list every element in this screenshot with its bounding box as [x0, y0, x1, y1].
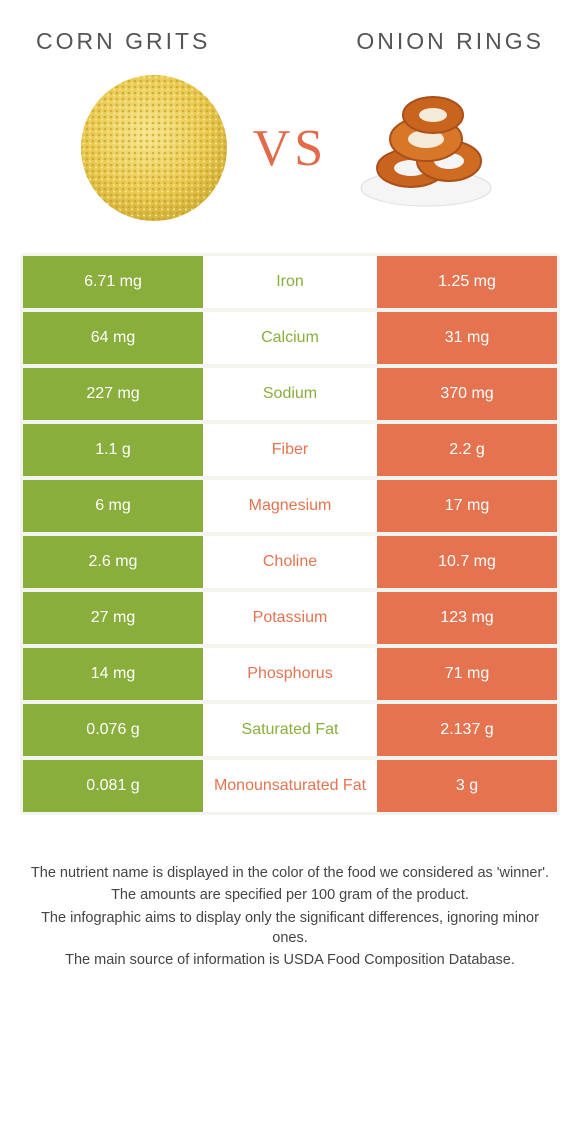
right-value: 2.2 g [377, 424, 557, 476]
table-row: 1.1 gFiber2.2 g [23, 424, 557, 480]
right-value: 2.137 g [377, 704, 557, 756]
left-value: 1.1 g [23, 424, 203, 476]
table-row: 6.71 mgIron1.25 mg [23, 256, 557, 312]
right-value: 123 mg [377, 592, 557, 644]
nutrient-name: Monounsaturated Fat [203, 760, 377, 812]
table-row: 227 mgSodium370 mg [23, 368, 557, 424]
header: CORN GRITS ONION RINGS [0, 0, 580, 55]
left-value: 64 mg [23, 312, 203, 364]
left-value: 27 mg [23, 592, 203, 644]
table-row: 27 mgPotassium123 mg [23, 592, 557, 648]
footnote-line: The amounts are specified per 100 gram o… [30, 885, 550, 905]
table-row: 2.6 mgCholine10.7 mg [23, 536, 557, 592]
left-value: 14 mg [23, 648, 203, 700]
nutrient-name: Sodium [203, 368, 377, 420]
left-value: 0.081 g [23, 760, 203, 812]
table-row: 0.076 gSaturated Fat2.137 g [23, 704, 557, 760]
nutrient-name: Choline [203, 536, 377, 588]
left-value: 6 mg [23, 480, 203, 532]
footnote-line: The main source of information is USDA F… [30, 950, 550, 970]
nutrient-name: Magnesium [203, 480, 377, 532]
left-value: 0.076 g [23, 704, 203, 756]
right-value: 71 mg [377, 648, 557, 700]
table-row: 0.081 gMonounsaturated Fat3 g [23, 760, 557, 812]
table-row: 64 mgCalcium31 mg [23, 312, 557, 368]
right-value: 370 mg [377, 368, 557, 420]
nutrient-name: Iron [203, 256, 377, 308]
left-food-title: CORN GRITS [36, 28, 210, 55]
right-food-title: ONION RINGS [356, 28, 544, 55]
nutrient-name: Potassium [203, 592, 377, 644]
nutrient-name: Saturated Fat [203, 704, 377, 756]
vs-row: VS [0, 55, 580, 253]
vs-label: VS [253, 119, 327, 178]
nutrient-name: Phosphorus [203, 648, 377, 700]
nutrient-name: Calcium [203, 312, 377, 364]
onion-rings-icon [351, 73, 501, 223]
nutrient-name: Fiber [203, 424, 377, 476]
comparison-table: 6.71 mgIron1.25 mg64 mgCalcium31 mg227 m… [20, 253, 560, 815]
corn-grits-icon [79, 73, 229, 223]
right-value: 10.7 mg [377, 536, 557, 588]
footnote-line: The infographic aims to display only the… [30, 908, 550, 949]
left-value: 6.71 mg [23, 256, 203, 308]
right-value: 17 mg [377, 480, 557, 532]
left-value: 2.6 mg [23, 536, 203, 588]
table-row: 14 mgPhosphorus71 mg [23, 648, 557, 704]
footnotes: The nutrient name is displayed in the co… [0, 815, 580, 970]
table-row: 6 mgMagnesium17 mg [23, 480, 557, 536]
right-value: 31 mg [377, 312, 557, 364]
right-value: 3 g [377, 760, 557, 812]
footnote-line: The nutrient name is displayed in the co… [30, 863, 550, 883]
left-value: 227 mg [23, 368, 203, 420]
right-value: 1.25 mg [377, 256, 557, 308]
